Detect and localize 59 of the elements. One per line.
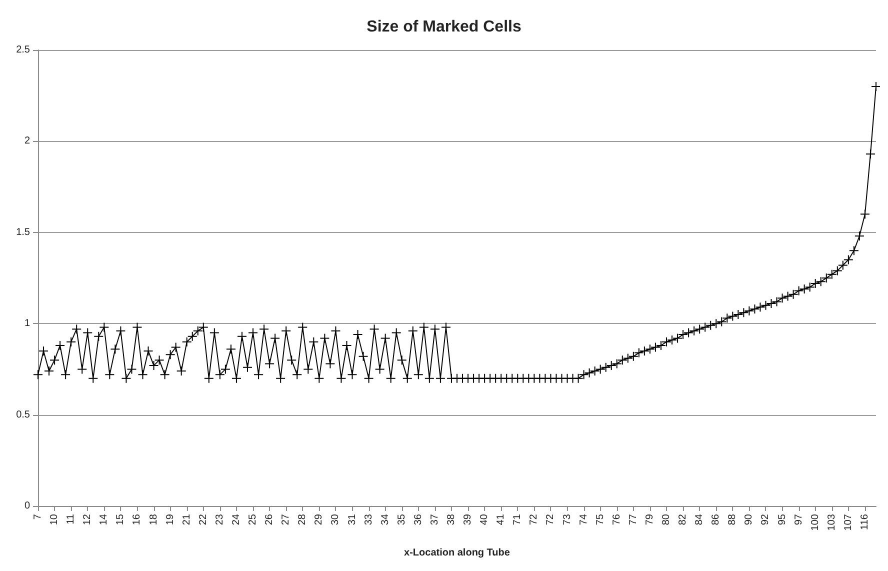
x-tick-label: 23 <box>214 514 226 526</box>
x-tick-label: 19 <box>164 514 176 526</box>
x-tick-label: 37 <box>429 514 440 526</box>
x-tick-label: 100 <box>810 514 821 531</box>
x-tick-label: 74 <box>578 514 590 526</box>
x-tick-label: 79 <box>644 514 656 526</box>
x-tick-label: 75 <box>594 514 606 526</box>
x-tick-label: 34 <box>380 514 391 526</box>
x-axis-title: x-Location along Tube <box>404 548 510 558</box>
x-tick-label: 25 <box>248 514 259 526</box>
x-tick-label: 90 <box>744 514 755 526</box>
x-tick-label: 24 <box>230 514 242 526</box>
x-tick-label: 80 <box>661 514 672 526</box>
x-tick-label: 82 <box>678 514 689 526</box>
x-tick-label: 35 <box>396 514 408 526</box>
y-tick-label: 0.5 <box>16 409 30 420</box>
x-tick-label: 21 <box>181 514 192 526</box>
x-tick-label: 33 <box>363 514 374 526</box>
y-tick-label: 2 <box>24 136 30 147</box>
chart-title: Size of Marked Cells <box>366 18 522 36</box>
x-tick-label: 18 <box>148 514 160 526</box>
x-tick-label: 7 <box>32 514 44 520</box>
x-tick-label: 116 <box>859 514 870 530</box>
x-tick-label: 92 <box>760 514 772 526</box>
x-tick-label: 31 <box>346 514 358 526</box>
x-tick-label: 29 <box>314 514 325 526</box>
x-tick-label: 36 <box>412 514 424 526</box>
x-tick-label: 26 <box>264 514 276 526</box>
x-tick-label: 84 <box>694 514 706 526</box>
x-tick-label: 72 <box>545 514 556 526</box>
x-tick-label: 77 <box>628 514 639 526</box>
x-tick-label: 76 <box>611 514 622 526</box>
x-tick-label: 11 <box>66 514 77 524</box>
x-tick-label: 88 <box>727 514 738 526</box>
x-tick-label: 10 <box>49 514 60 526</box>
x-tick-label: 27 <box>280 514 292 526</box>
x-tick-label: 30 <box>330 514 342 526</box>
y-tick-label: 2.5 <box>16 44 30 56</box>
x-tick-label: 39 <box>462 514 474 526</box>
x-tick-label: 73 <box>562 514 573 526</box>
x-tick-label: 95 <box>776 514 788 526</box>
x-tick-label: 40 <box>479 514 490 526</box>
x-tick-label: 12 <box>82 514 94 526</box>
y-tick-label: 1 <box>24 318 30 330</box>
x-tick-label: 71 <box>512 514 524 526</box>
x-tick-label: 22 <box>198 514 209 526</box>
x-tick-label: 41 <box>496 514 507 526</box>
x-tick-label: 86 <box>710 514 722 526</box>
x-tick-label: 14 <box>98 514 110 526</box>
x-tick-label: 72 <box>528 514 540 526</box>
x-tick-label: 107 <box>842 514 854 531</box>
x-tick-label: 38 <box>446 514 457 526</box>
x-tick-label: 97 <box>793 514 804 526</box>
y-tick-label: 0 <box>24 500 30 512</box>
x-tick-label: 103 <box>826 514 838 531</box>
x-tick-label: 16 <box>132 514 143 526</box>
x-tick-label: 28 <box>297 514 308 526</box>
y-tick-label: 1.5 <box>16 226 30 238</box>
x-tick-label: 15 <box>115 514 126 526</box>
